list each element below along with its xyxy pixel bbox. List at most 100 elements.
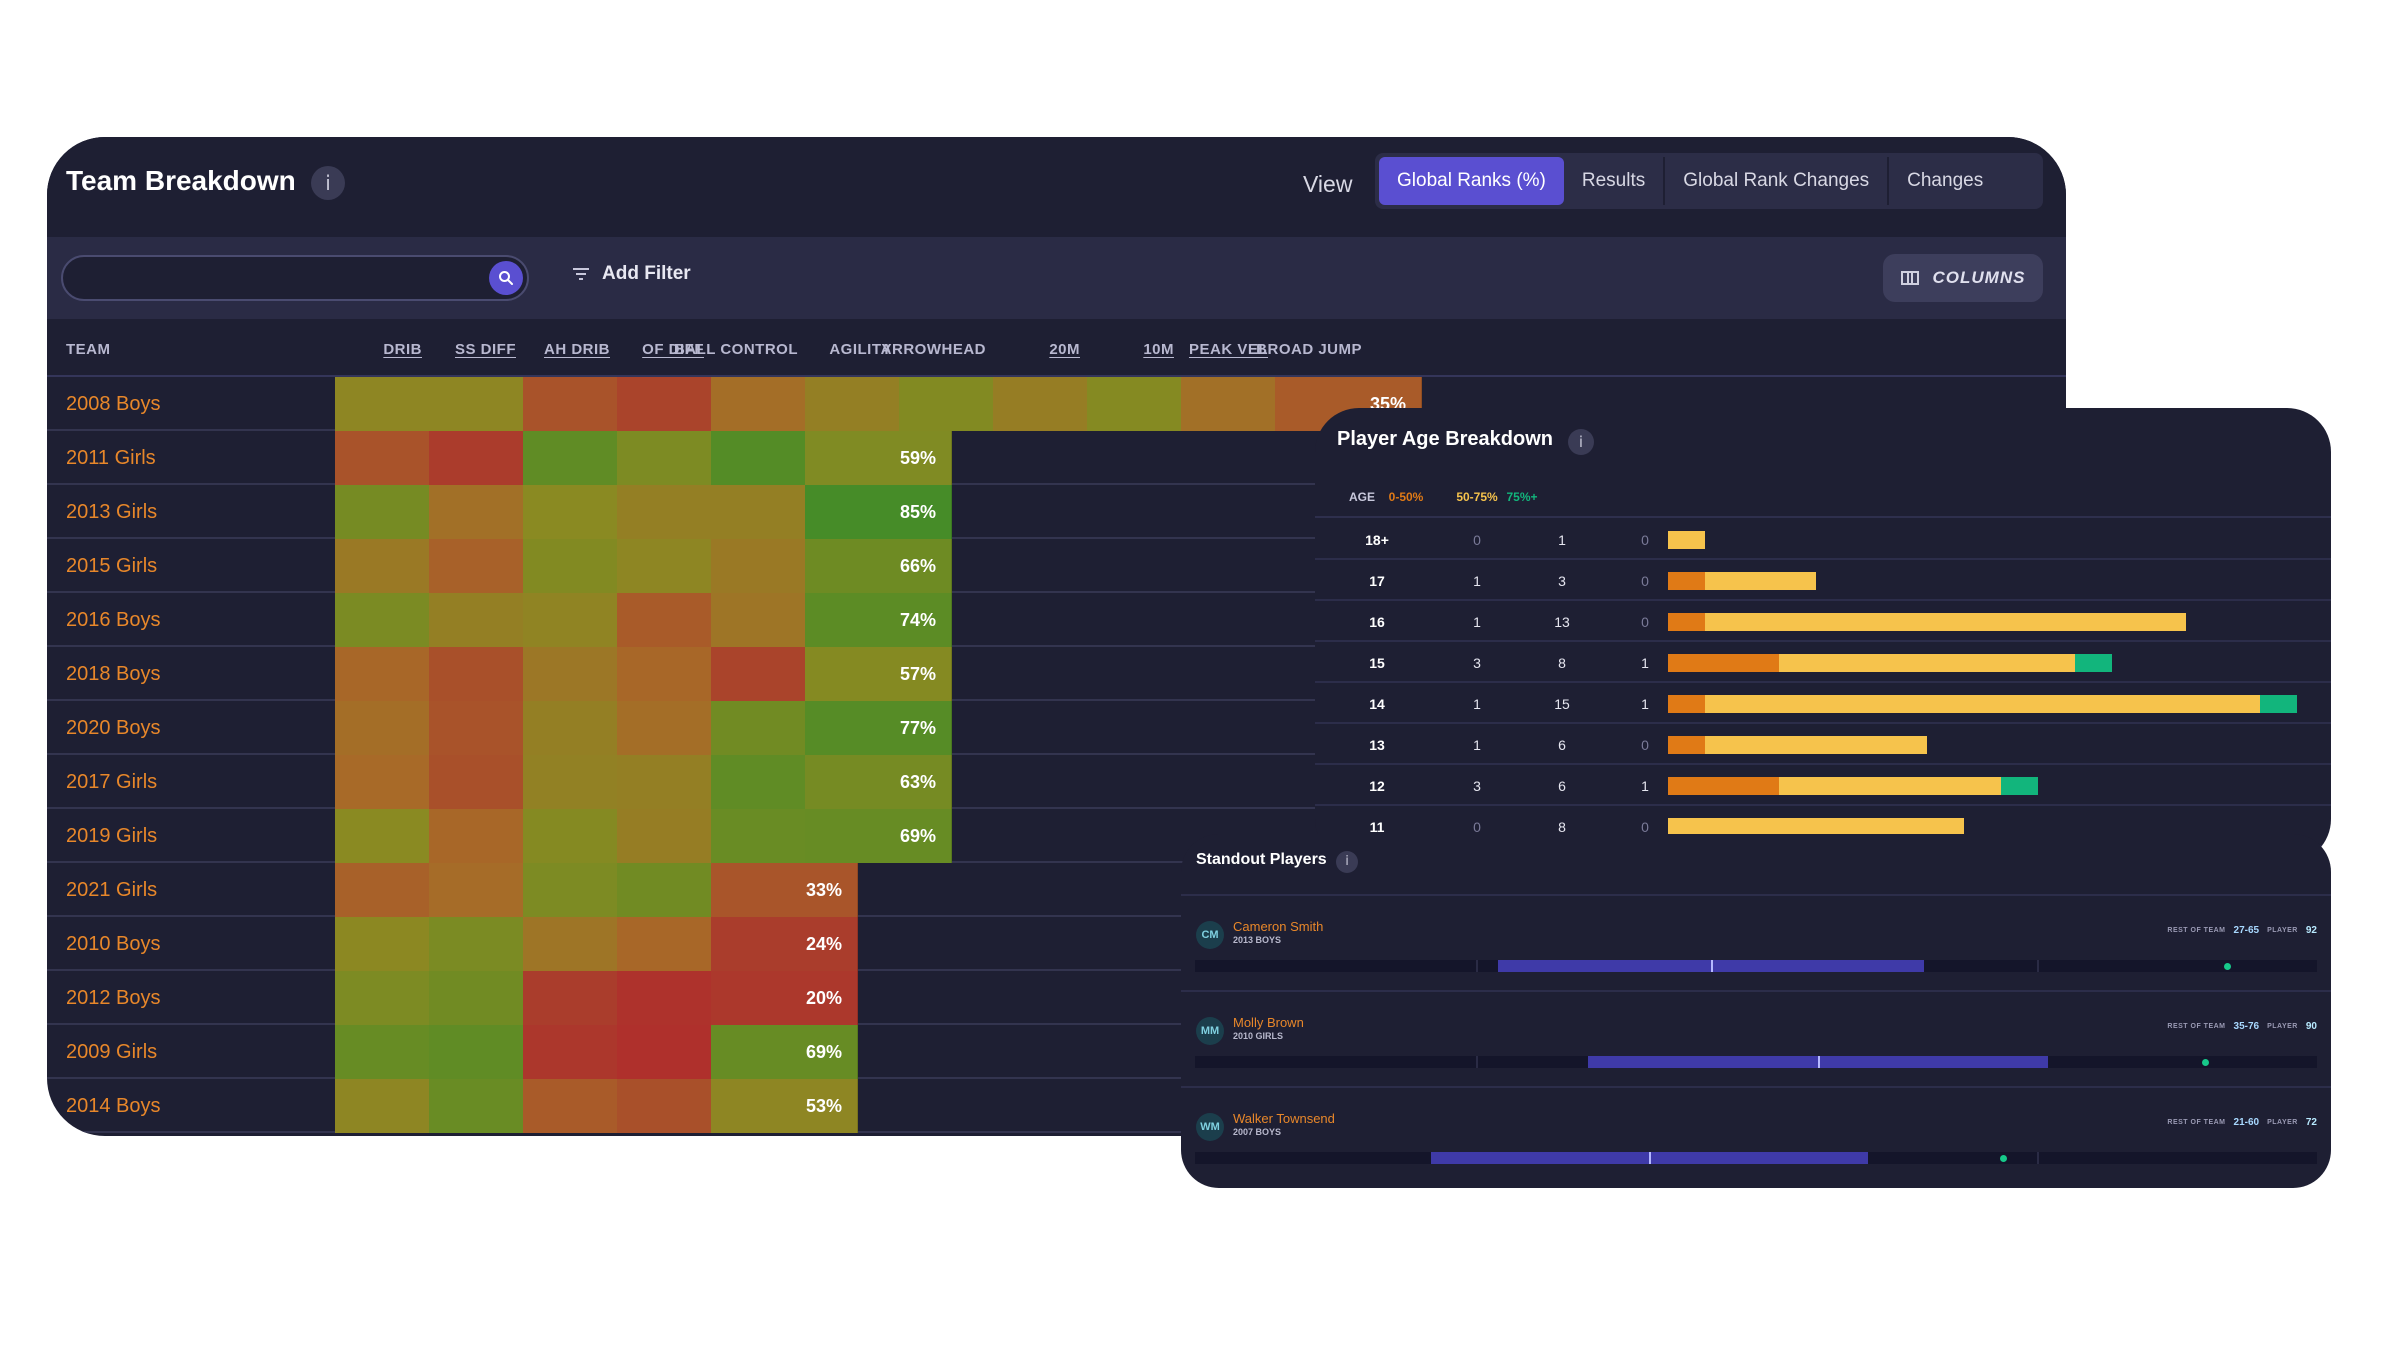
info-icon[interactable]: i [1336,851,1358,873]
tab-changes[interactable]: Changes [1907,170,1984,191]
search-icon [499,271,513,285]
team-name[interactable]: 2008 Boys [66,393,161,415]
team-median-marker [1711,960,1713,972]
tab-global-ranks[interactable]: Global Ranks (%) [1379,157,1564,205]
team-name[interactable]: 2013 Girls [66,501,158,523]
age-count-high: 0 [1641,614,1649,630]
score-cell: 69% [711,1025,858,1079]
standout-player-row[interactable]: CM Cameron Smith 2013 BOYS REST OF TEAM 27-6… [1181,894,2331,990]
team-name[interactable]: 2021 Girls [66,879,158,901]
standout-player-row[interactable]: MM Molly Brown 2010 GIRLS REST OF TEAM 35-76… [1181,990,2331,1086]
tab-global-rank-changes[interactable]: Global Rank Changes [1665,157,1890,205]
column-header[interactable]: 10M [1143,341,1174,358]
age-bar [1668,818,1964,836]
tab-results[interactable]: Results [1564,157,1666,205]
player-age-breakdown-panel: Player Age Breakdown i AGE 0-50% 50-75% 75%… [1315,408,2331,863]
team-name[interactable]: 2014 Boys [66,1095,161,1117]
age-bar-segment-low [1668,777,1779,795]
table-row[interactable]: 2016 Boys61%50%52%35%45%74% [47,593,2066,647]
age-bar [1668,531,1705,549]
standout-player-row[interactable]: WM Walker Townsend 2007 BOYS REST OF TEAM 21… [1181,1086,2331,1182]
player-name[interactable]: Cameron Smith [1233,919,1324,934]
team-name[interactable]: 2019 Girls [66,825,158,847]
team-name[interactable]: 2017 Girls [66,771,158,793]
column-header[interactable]: DRIB [383,341,422,358]
table-row[interactable]: 2021 Girls37%41%60%65%33% [47,863,2066,917]
add-filter-button[interactable]: Add Filter [572,263,691,285]
player-name[interactable]: Walker Townsend [1233,1111,1335,1126]
age-bar-segment-mid [1705,695,2260,713]
score-cell: 53% [711,1079,858,1133]
table-row[interactable]: 2020 Boys42%32%50%42%65%77% [47,701,2066,755]
column-header[interactable]: ARROWHEAD [880,341,986,358]
score-cell: 74% [805,593,952,647]
player-stats: REST OF TEAM 21-60 PLAYER 72 [2167,1117,2317,1128]
age-bar-segment-mid [1705,572,1816,590]
add-filter-label: Add Filter [602,263,691,284]
search-input[interactable] [61,255,529,301]
rest-of-team-label: REST OF TEAM [2167,1119,2226,1126]
avatar: WM [1196,1113,1224,1141]
table-row[interactable]: 2017 Girls40%31%51%50%72%63% [47,755,2066,809]
age-count-mid: 8 [1558,819,1566,835]
column-header[interactable]: TEAM [66,341,111,358]
age-count-low: 3 [1473,778,1481,794]
age-count-high: 0 [1641,819,1649,835]
team-name[interactable]: 2010 Boys [66,933,161,955]
table-row[interactable]: 2010 Boys54%61%45%39%24% [47,917,2066,971]
age-row: 13 1 6 0 [1315,725,2331,765]
age-count-low: 1 [1473,614,1481,630]
page-title: Team Breakdown [66,165,296,196]
team-name[interactable]: 2012 Boys [66,987,161,1009]
column-header[interactable]: PEAK VEL [1188,341,1268,358]
column-header[interactable]: BROAD JUMP [1256,341,1362,358]
avatar: CM [1196,921,1224,949]
column-header[interactable]: OF DIFF [642,341,704,358]
player-label: PLAYER [2267,927,2298,934]
team-name[interactable]: 2009 Girls [66,1041,158,1063]
info-icon[interactable]: i [311,166,345,200]
table-row[interactable]: 2018 Boys39%31%46%39%27%57% [47,647,2066,701]
table-row[interactable]: 2012 Boys60%65%24%15%20% [47,971,2066,1025]
team-name[interactable]: 2015 Girls [66,555,158,577]
team-name[interactable]: 2011 Girls [66,447,156,469]
age-label: 17 [1369,573,1385,589]
age-table-header: AGE 0-50% 50-75% 75%+ [1315,488,2331,518]
age-column-header: 0-50% [1388,490,1424,504]
column-header[interactable]: SS DIFF [454,341,516,358]
age-bar [1668,777,2038,795]
rest-of-team-range: 21-60 [2233,1117,2260,1128]
age-bar-segment-high [2075,654,2112,672]
team-breakdown-header: Team Breakdown i View Global Ranks (%) R… [47,137,2066,237]
table-row[interactable]: 2011 Girls32%23%72%60%78%59% [47,431,2066,485]
team-name[interactable]: 2020 Boys [66,717,161,739]
info-icon[interactable]: i [1568,429,1594,455]
team-name[interactable]: 2016 Boys [66,609,161,631]
age-bar-segment-low [1668,654,1779,672]
age-label: 16 [1369,614,1385,630]
player-team: 2013 BOYS [1233,935,1282,945]
team-name[interactable]: 2018 Boys [66,663,161,685]
age-bar-segment-high [2260,695,2297,713]
player-name[interactable]: Molly Brown [1233,1015,1304,1030]
age-count-low: 3 [1473,655,1481,671]
age-column-header: 75%+ [1506,490,1538,504]
column-header[interactable]: 20M [1049,341,1080,358]
player-stats: REST OF TEAM 27-65 PLAYER 92 [2167,925,2317,936]
table-row[interactable]: 2015 Girls47%37%58%53%47%66% [47,539,2066,593]
column-header[interactable]: AH DRIB [544,341,610,358]
search-button[interactable] [489,261,523,295]
column-header[interactable]: AGILITY [829,341,892,358]
table-row[interactable]: 2019 Girls55%39%57%49%68%69% [47,809,2066,863]
score-track [1195,1056,2317,1068]
age-count-mid: 6 [1558,778,1566,794]
age-label: 12 [1369,778,1385,794]
columns-button[interactable]: COLUMNS [1883,254,2043,302]
column-header[interactable]: BALL CONTROL [673,341,798,358]
age-count-high: 1 [1641,655,1649,671]
age-bar [1668,736,1927,754]
age-bar-segment-mid [1779,777,2001,795]
